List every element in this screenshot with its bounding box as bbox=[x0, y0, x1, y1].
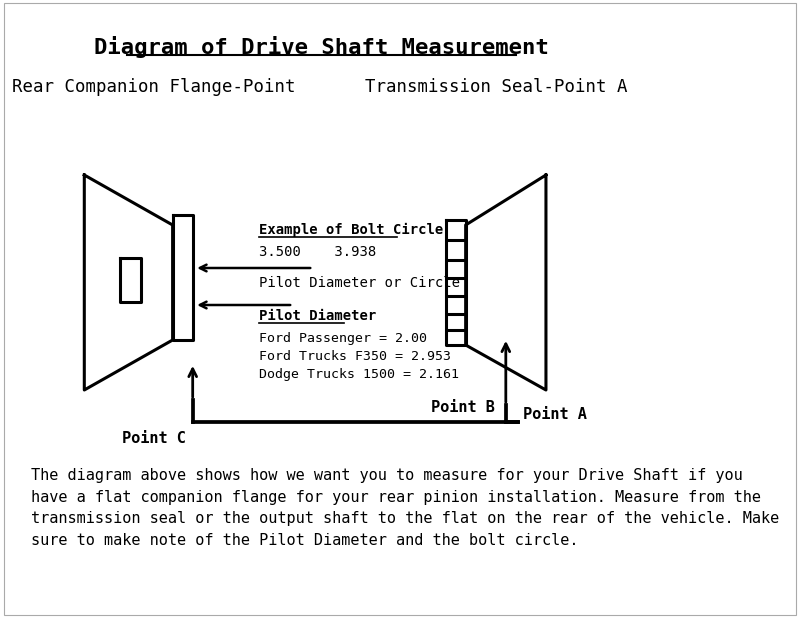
Text: Dodge Trucks 1500 = 2.161: Dodge Trucks 1500 = 2.161 bbox=[258, 368, 458, 381]
Text: Example of Bolt Circle: Example of Bolt Circle bbox=[258, 223, 442, 237]
Text: Point B: Point B bbox=[431, 399, 495, 415]
Text: Ford Trucks F350 = 2.953: Ford Trucks F350 = 2.953 bbox=[258, 350, 450, 363]
Text: Pilot Diameter or Circle: Pilot Diameter or Circle bbox=[258, 276, 459, 290]
Text: Diagram of Drive Shaft Measurement: Diagram of Drive Shaft Measurement bbox=[94, 36, 549, 58]
Text: Point A: Point A bbox=[523, 407, 587, 421]
Text: The diagram above shows how we want you to measure for your Drive Shaft if you
h: The diagram above shows how we want you … bbox=[30, 468, 778, 548]
Text: Pilot Diameter: Pilot Diameter bbox=[258, 309, 376, 323]
Text: Rear Companion Flange-Point: Rear Companion Flange-Point bbox=[13, 78, 296, 96]
Text: 3.500    3.938: 3.500 3.938 bbox=[258, 245, 376, 259]
Text: Transmission Seal-Point A: Transmission Seal-Point A bbox=[365, 78, 627, 96]
Text: Ford Passenger = 2.00: Ford Passenger = 2.00 bbox=[258, 331, 426, 344]
Text: Point C: Point C bbox=[122, 431, 186, 446]
